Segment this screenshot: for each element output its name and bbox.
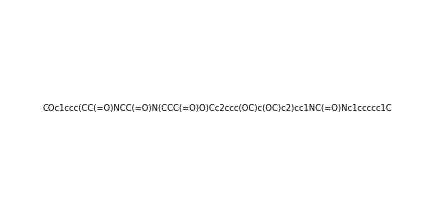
Text: COc1ccc(CC(=O)NCC(=O)N(CCC(=O)O)Cc2ccc(OC)c(OC)c2)cc1NC(=O)Nc1ccccc1C: COc1ccc(CC(=O)NCC(=O)N(CCC(=O)O)Cc2ccc(O…	[42, 104, 392, 113]
